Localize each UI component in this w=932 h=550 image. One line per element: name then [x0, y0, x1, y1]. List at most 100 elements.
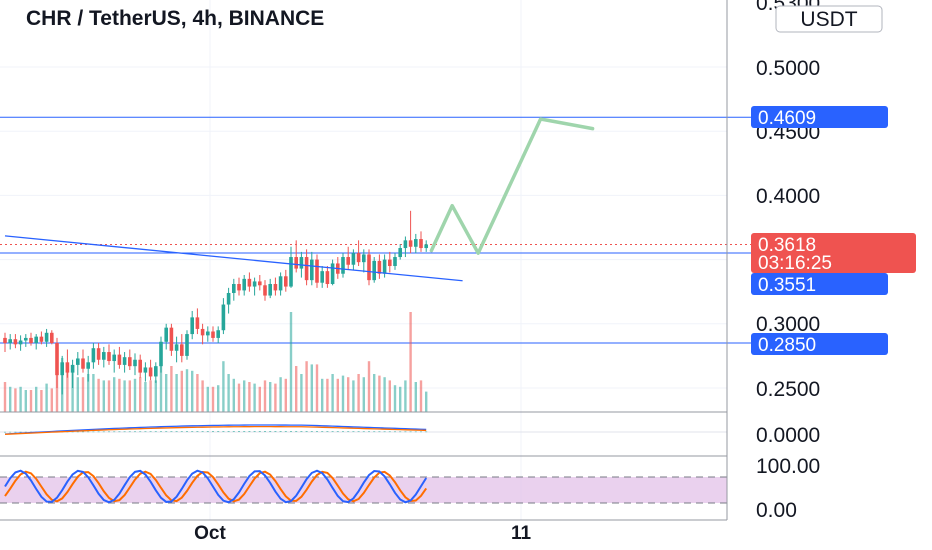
volume-bar — [191, 370, 194, 412]
candle-body — [133, 359, 137, 367]
candle-body — [372, 260, 376, 281]
candle-body — [154, 366, 158, 377]
macd-hist-bar — [295, 431, 298, 432]
macd-hist-bar — [139, 431, 142, 433]
volume-bar — [315, 364, 319, 412]
macd-hist-bar — [326, 431, 329, 432]
macd-hist-bar — [279, 431, 282, 432]
volume-bar — [305, 361, 308, 412]
macd-hist-bar — [414, 431, 417, 433]
macd-hist-bar — [409, 431, 412, 433]
volume-bar — [300, 374, 303, 412]
candle-body — [143, 367, 148, 373]
candle-body — [81, 358, 85, 369]
candle-body — [419, 239, 423, 249]
macd-hist-bar — [305, 431, 308, 432]
volume-bar — [159, 361, 163, 412]
candle-body — [65, 362, 70, 373]
candle-body — [216, 330, 220, 338]
macd-hist-bar — [201, 431, 204, 432]
candle-body — [55, 343, 59, 376]
price-tick: 0.4000 — [756, 185, 820, 208]
support-upper-price-tag: 0.3551 — [751, 273, 888, 296]
candle-body — [263, 285, 267, 296]
candle-body — [211, 331, 215, 338]
candle-body — [29, 337, 33, 344]
volume-bar — [243, 380, 246, 412]
volume-bar — [87, 374, 90, 412]
volume-bar — [165, 374, 168, 412]
volume-bar — [409, 312, 412, 412]
volume-bar — [388, 380, 391, 412]
volume-bar — [92, 374, 95, 412]
macd-hist-bar — [321, 431, 324, 432]
macd-hist-bar — [368, 431, 370, 433]
bar-countdown: 03:16:25 — [758, 253, 832, 274]
macd-hist-bar — [196, 431, 199, 432]
volume-bar — [352, 380, 355, 412]
volume-bar — [9, 386, 12, 412]
candle-body — [299, 257, 304, 269]
macd-hist-bar — [388, 431, 391, 433]
macd-hist-bar — [118, 431, 121, 433]
macd-hist-bar — [113, 431, 116, 433]
candle-body — [60, 362, 64, 376]
volume-bar — [50, 388, 53, 412]
macd-hist-bar — [4, 431, 6, 433]
volume-bar — [310, 364, 313, 412]
macd-hist-bar — [258, 431, 261, 432]
volume-bar — [263, 380, 267, 412]
candle-body — [315, 259, 319, 283]
trendline — [4, 235, 463, 282]
volume-bar — [295, 366, 298, 412]
volume-bar — [81, 377, 85, 412]
candle-body — [39, 336, 44, 342]
candle-body — [408, 240, 413, 247]
candle-body — [362, 254, 366, 263]
resistance-price-tag: 0.4609 — [751, 106, 888, 129]
volume-bar — [123, 380, 126, 412]
candle-body — [304, 257, 309, 281]
candle-body — [232, 283, 236, 293]
time-tick-11: 11 — [511, 523, 532, 544]
volume-bar — [76, 377, 79, 412]
candle-body — [96, 348, 101, 360]
price-tick: 0.3000 — [756, 313, 820, 336]
support-lower-price-tag: 0.2850 — [751, 333, 888, 356]
macd-hist-bar — [175, 431, 178, 432]
macd-hist-bar — [19, 431, 22, 433]
candle-body — [325, 271, 330, 284]
macd-hist-bar — [394, 431, 396, 433]
volume-bar — [227, 374, 230, 412]
candle-body — [206, 331, 210, 336]
volume-bar — [45, 383, 48, 412]
volume-bar — [253, 383, 256, 412]
macd-hist-bar — [378, 431, 381, 433]
price-tick: 0.2500 — [756, 378, 820, 401]
candle-body — [117, 354, 122, 365]
candle-body — [382, 259, 387, 274]
volume-bar — [102, 380, 105, 412]
volume-bar — [29, 390, 33, 412]
volume-bar — [419, 380, 423, 412]
macd-tick: 0.0000 — [756, 424, 820, 447]
volume-bar — [170, 366, 173, 412]
candle-body — [346, 257, 350, 265]
currency-button[interactable]: USDT — [775, 5, 883, 33]
volume-bar — [378, 375, 381, 412]
candle-body — [174, 344, 179, 351]
macd-hist-bar — [206, 431, 209, 432]
volume-bar — [24, 390, 27, 412]
macd-hist-bar — [383, 431, 386, 433]
macd-signal-line — [4, 426, 427, 435]
candles — [3, 210, 428, 395]
volume-bar — [232, 378, 235, 412]
volume-bar — [118, 378, 121, 412]
macd-hist-bar — [160, 431, 162, 432]
currency-label: USDT — [800, 8, 857, 31]
macd-hist-bar — [123, 431, 126, 433]
macd-hist-bar — [227, 431, 230, 432]
candle-body — [226, 292, 231, 305]
volume-bar — [19, 386, 22, 412]
drawings — [4, 117, 595, 282]
